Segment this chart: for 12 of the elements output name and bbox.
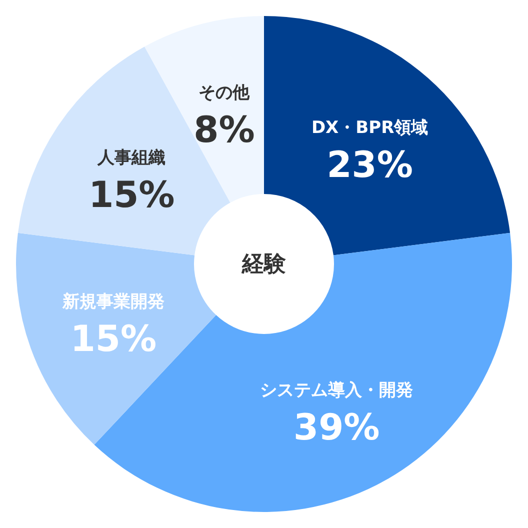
data-label: 23% <box>326 144 413 186</box>
slice-label: 人事組織 <box>96 148 166 168</box>
slice-label: 新規事業開発 <box>61 292 164 312</box>
donut-slice <box>16 232 216 445</box>
data-label: 15% <box>88 175 175 216</box>
data-label: 8% <box>194 110 255 152</box>
slice-label: その他 <box>198 83 251 104</box>
text: 経験 <box>241 252 287 277</box>
slice-label: システム導入・開発 <box>260 380 414 401</box>
data-label: 15% <box>70 319 157 360</box>
slice-label: DX・BPR領域 <box>311 118 428 138</box>
data-label: 39% <box>294 408 380 449</box>
